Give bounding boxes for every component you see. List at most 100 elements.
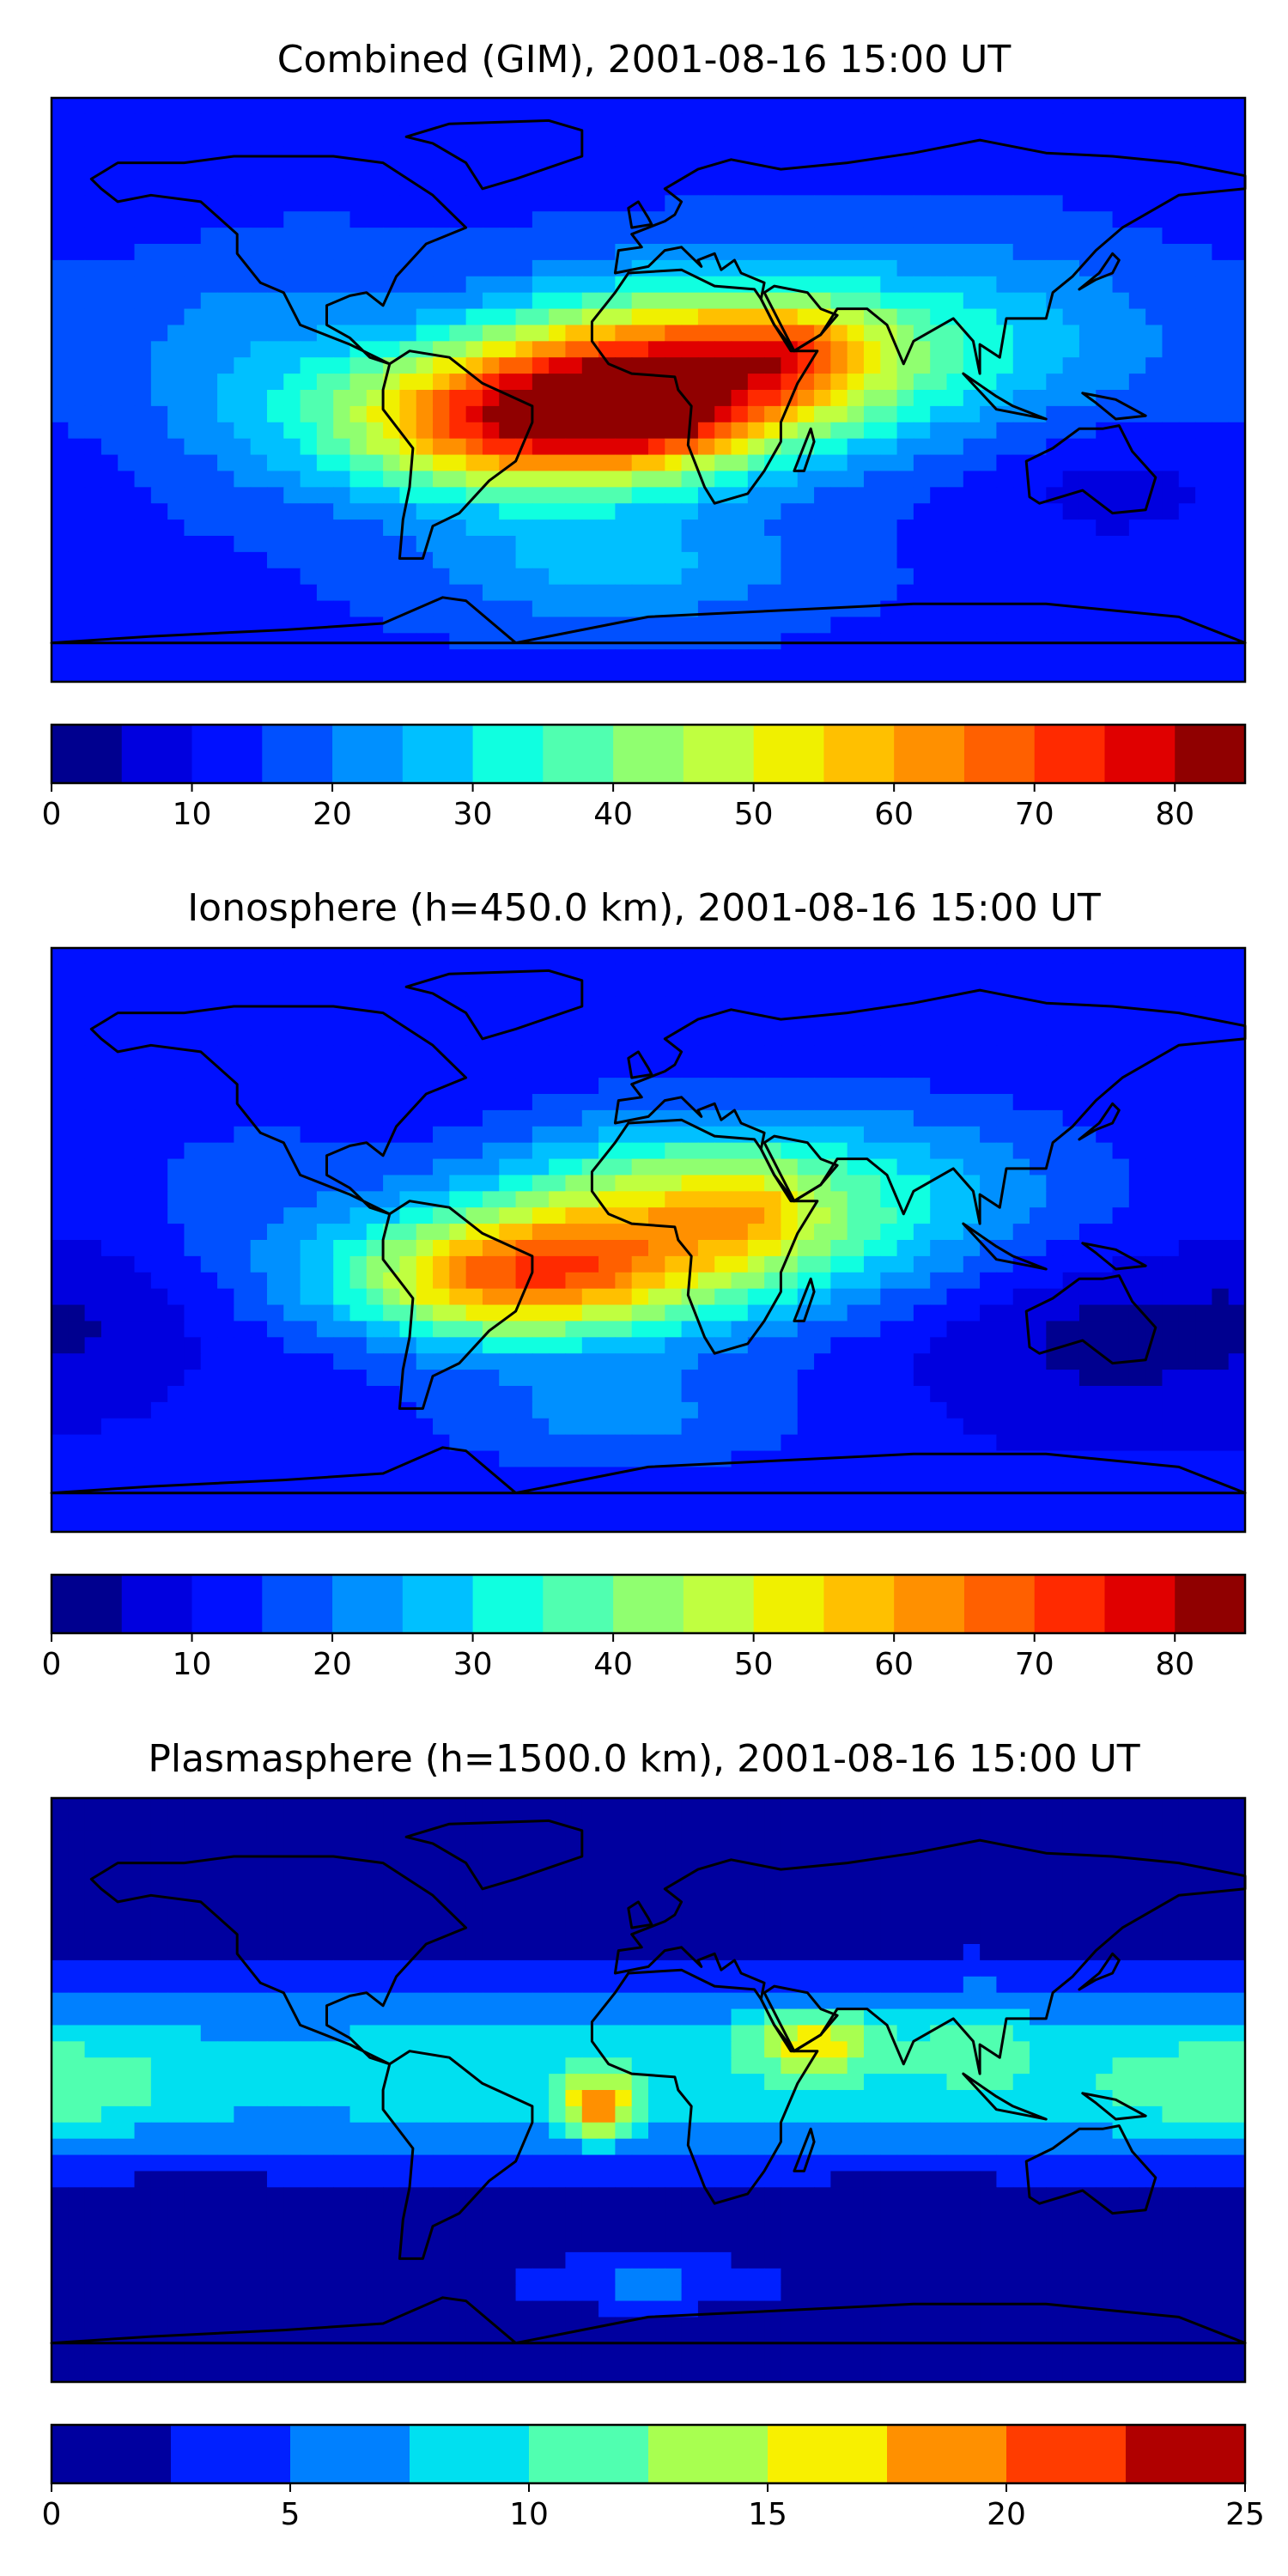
field-cell (980, 1109, 998, 1127)
field-cell (697, 963, 715, 981)
field-cell (84, 244, 102, 261)
field-cell (84, 325, 102, 342)
field-cell (1062, 503, 1080, 520)
field-cell (217, 1450, 234, 1468)
field-cell (747, 438, 765, 456)
field-cell (465, 1401, 483, 1419)
field-cell (648, 1353, 665, 1370)
field-cell (1012, 503, 1030, 520)
field-cell (333, 519, 351, 537)
field-cell (714, 1434, 732, 1452)
field-cell (1046, 130, 1064, 148)
field-cell (399, 1370, 417, 1387)
field-cell (896, 454, 914, 472)
field-cell (797, 1370, 815, 1387)
field-cell (84, 1078, 102, 1095)
field-cell (316, 162, 334, 180)
field-cell (217, 341, 234, 358)
field-cell (697, 211, 715, 228)
field-cell (1062, 454, 1080, 472)
field-cell (814, 1288, 831, 1306)
field-cell (1078, 519, 1097, 537)
field-cell (184, 405, 202, 423)
colorbar-segment (963, 725, 1036, 783)
field-cell (996, 536, 1014, 553)
field-cell (416, 374, 434, 391)
field-cell (416, 487, 434, 504)
field-cell (565, 1450, 583, 1468)
field-cell (1212, 1321, 1230, 1338)
field-cell (581, 162, 599, 180)
field-cell (184, 649, 202, 666)
field-cell (366, 1337, 384, 1354)
field-cell (316, 665, 334, 683)
field-cell (1046, 471, 1064, 488)
field-cell (814, 584, 831, 602)
field-cell (697, 98, 715, 115)
field-cell (515, 1142, 533, 1160)
field-cell (1195, 600, 1212, 618)
field-cell (465, 471, 483, 488)
field-cell (499, 374, 517, 391)
field-cell (847, 584, 865, 602)
field-cell (598, 536, 616, 553)
field-cell (714, 244, 732, 261)
field-cell (449, 1012, 467, 1030)
field-cell (465, 1078, 483, 1095)
field-cell (333, 374, 351, 391)
field-cell (549, 1418, 567, 1436)
field-cell (930, 228, 948, 245)
field-cell (449, 1158, 467, 1176)
field-cell (615, 1240, 633, 1257)
field-cell (150, 584, 168, 602)
field-cell (880, 341, 898, 358)
field-cell (581, 405, 599, 423)
field-cell (847, 1434, 865, 1452)
field-cell (714, 1418, 732, 1436)
field-cell (1046, 357, 1064, 374)
field-cell (449, 1224, 467, 1241)
field-cell (465, 584, 483, 602)
field-cell (1195, 292, 1212, 310)
field-cell (1012, 617, 1030, 634)
field-cell (681, 600, 699, 618)
field-cell (1030, 536, 1047, 553)
field-cell (1228, 454, 1246, 472)
field-cell (1145, 325, 1163, 342)
field-cell (234, 1191, 252, 1208)
field-cell (1162, 1158, 1180, 1176)
field-cell (797, 1255, 815, 1273)
field-cell (1195, 1109, 1212, 1127)
field-cell (946, 1207, 964, 1224)
field-cell (100, 1337, 118, 1354)
field-cell (482, 308, 500, 326)
field-cell (316, 1450, 334, 1468)
field-cell (814, 1012, 831, 1030)
field-cell (830, 617, 848, 634)
field-cell (565, 162, 583, 180)
field-cell (68, 1321, 86, 1338)
field-cell (449, 98, 467, 115)
field-cell (549, 519, 567, 537)
field-cell (1195, 980, 1212, 998)
field-cell (366, 649, 384, 666)
field-cell (549, 325, 567, 342)
field-cell (1096, 1012, 1114, 1030)
field-cell (648, 665, 665, 683)
field-cell (383, 1272, 401, 1290)
field-cell (665, 1272, 683, 1290)
field-cell (283, 1078, 301, 1095)
field-cell (665, 617, 683, 634)
field-cell (1212, 551, 1230, 569)
field-cell (316, 438, 334, 456)
field-cell (697, 1304, 715, 1322)
field-cell (433, 503, 450, 520)
field-cell (84, 1467, 102, 1484)
field-cell (946, 551, 964, 569)
field-cell (930, 98, 948, 115)
field-cell (980, 519, 998, 537)
field-cell (814, 438, 831, 456)
field-cell (134, 1158, 152, 1176)
field-cell (250, 503, 268, 520)
field-cell (880, 1450, 898, 1468)
